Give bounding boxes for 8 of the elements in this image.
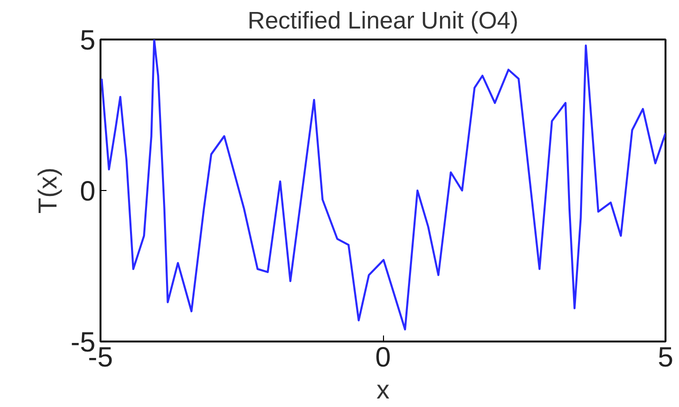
x-axis-title: x <box>376 374 390 404</box>
x-tick-label: 5 <box>658 342 674 372</box>
x-tick-label: 0 <box>375 342 391 372</box>
line-series <box>100 40 666 330</box>
y-tick-label: 0 <box>80 176 96 206</box>
chart-title: Rectified Linear Unit (O4) <box>248 8 518 34</box>
y-axis-title: T(x) <box>32 167 63 214</box>
y-tick-label: 5 <box>80 24 96 56</box>
